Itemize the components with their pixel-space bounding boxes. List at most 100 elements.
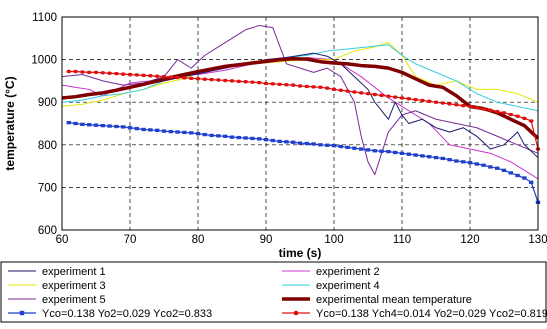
data-point <box>127 126 133 130</box>
data-point <box>454 159 459 163</box>
data-point <box>202 132 207 137</box>
data-point <box>392 95 398 99</box>
data-point <box>494 109 500 114</box>
series-1 <box>62 53 538 157</box>
data-point <box>379 149 384 153</box>
series-2 <box>62 57 538 178</box>
data-point <box>399 96 405 100</box>
series-line <box>69 72 538 149</box>
y-tick-label: 900 <box>38 97 57 109</box>
data-point <box>447 158 452 162</box>
legend-label: experiment 1 <box>42 266 106 278</box>
data-point <box>168 75 174 79</box>
data-point <box>141 73 146 78</box>
y-axis-label: temperature (°C) <box>3 76 17 170</box>
series-group <box>62 26 541 204</box>
data-point <box>154 74 160 78</box>
grid <box>62 17 538 230</box>
data-point <box>114 124 119 129</box>
data-point <box>107 124 112 128</box>
legend-entry: experiment 4 <box>282 280 380 292</box>
data-point <box>345 145 350 150</box>
data-point <box>488 108 493 113</box>
x-axis-label: time (s) <box>279 246 322 260</box>
legend-label: experiment 3 <box>42 280 106 292</box>
data-point <box>114 71 119 76</box>
data-point <box>73 69 78 74</box>
series-line <box>62 59 538 139</box>
tick-labels: 60 70 80 90 100 110 120 130 600 700 800 900 1000 1100 <box>31 12 547 246</box>
data-point <box>338 144 343 149</box>
x-tick-label: 110 <box>393 234 411 246</box>
data-point <box>80 70 85 74</box>
data-point <box>223 134 228 138</box>
legend-marker <box>293 310 299 316</box>
data-point <box>236 135 241 140</box>
legend-label: experiment 5 <box>42 294 106 306</box>
data-point <box>515 114 520 118</box>
data-point <box>508 171 513 175</box>
x-tick-label: 130 <box>528 234 547 246</box>
data-point <box>501 111 507 115</box>
data-point <box>256 80 262 85</box>
data-point <box>427 155 432 159</box>
legend-label: experiment 2 <box>316 266 380 278</box>
series-line <box>69 123 538 203</box>
data-point <box>324 86 330 90</box>
legend-entry: experimental mean temperature <box>282 294 472 306</box>
data-point <box>426 99 432 104</box>
series-line <box>62 26 538 175</box>
data-point <box>304 141 309 146</box>
data-point <box>495 166 500 170</box>
data-point <box>250 80 255 84</box>
data-point <box>386 94 391 98</box>
data-point <box>474 162 479 166</box>
data-point <box>120 72 126 76</box>
data-point <box>311 142 316 146</box>
data-point <box>291 140 296 144</box>
data-point <box>467 104 473 109</box>
data-point <box>141 127 146 132</box>
data-point <box>488 165 493 169</box>
data-point <box>304 84 310 89</box>
data-point <box>229 79 235 83</box>
data-point <box>501 168 507 173</box>
data-point <box>107 71 112 75</box>
legend-label: Yco=0.138 Yo2=0.029 Yco2=0.833 <box>42 308 212 320</box>
data-point <box>365 91 371 96</box>
data-point <box>148 74 153 78</box>
data-point <box>290 83 296 87</box>
legend-entry: experiment 2 <box>282 266 380 278</box>
data-point <box>461 160 466 164</box>
data-point <box>413 97 418 102</box>
x-tick-label: 70 <box>124 234 137 246</box>
data-point <box>338 88 344 93</box>
data-point <box>474 106 480 110</box>
series-8 <box>66 69 541 151</box>
data-point <box>243 80 248 84</box>
data-point <box>460 103 466 108</box>
series-7 <box>66 120 541 204</box>
data-point <box>182 130 187 135</box>
series-4 <box>62 45 538 111</box>
data-point <box>467 161 473 165</box>
data-point <box>175 75 180 80</box>
data-point <box>182 76 187 80</box>
data-point <box>155 128 160 132</box>
data-point <box>284 140 289 144</box>
data-point <box>522 176 527 180</box>
data-point <box>522 116 527 121</box>
data-point <box>528 119 534 123</box>
x-tick-label: 80 <box>192 234 205 246</box>
data-point <box>134 73 140 77</box>
legend: experiment 1 experiment 2 experiment 3 expe… <box>0 261 547 323</box>
data-point <box>359 147 364 151</box>
data-point <box>93 123 99 127</box>
data-point <box>284 82 289 87</box>
legend-frame <box>0 261 547 323</box>
data-point <box>257 137 262 141</box>
data-point <box>86 70 92 75</box>
data-point <box>80 122 85 127</box>
data-point <box>433 155 439 160</box>
